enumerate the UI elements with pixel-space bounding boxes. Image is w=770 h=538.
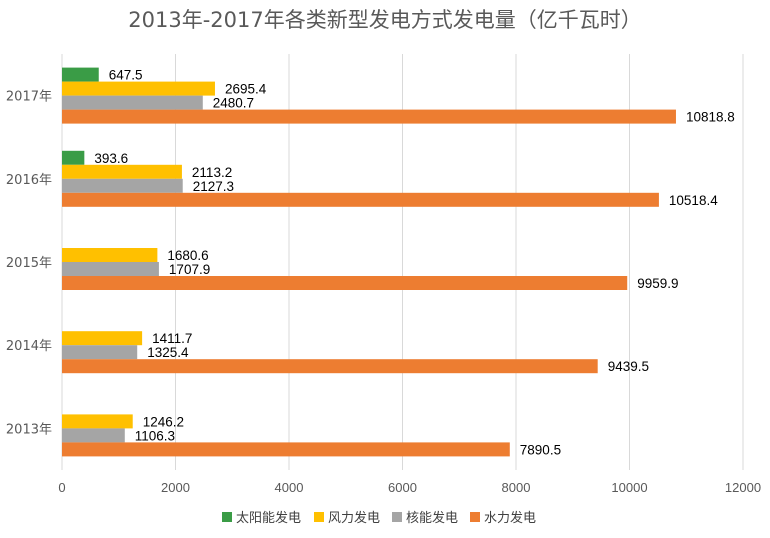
x-tick-label: 0 bbox=[58, 480, 65, 495]
bar bbox=[62, 262, 159, 276]
bar bbox=[62, 81, 215, 96]
x-tick-label: 10000 bbox=[611, 480, 647, 495]
x-tick-label: 2000 bbox=[161, 480, 190, 495]
bar bbox=[62, 192, 659, 207]
y-category-label: 2014年 bbox=[6, 339, 52, 354]
legend: 太阳能发电 风力发电 核能发电 水力发电 bbox=[222, 510, 536, 526]
bar bbox=[62, 178, 183, 193]
legend-label: 太阳能发电 bbox=[236, 510, 301, 526]
data-label: 2695.4 bbox=[225, 82, 267, 97]
legend-item: 水力发电 bbox=[470, 510, 536, 526]
data-label: 9959.9 bbox=[637, 276, 678, 291]
bar bbox=[62, 276, 628, 290]
bar-layer bbox=[62, 67, 676, 457]
x-tick-label: 8000 bbox=[502, 480, 531, 495]
data-label: 10818.8 bbox=[686, 110, 735, 125]
data-label: 1680.6 bbox=[167, 248, 208, 263]
data-label: 1325.4 bbox=[147, 345, 189, 360]
data-label: 2127.3 bbox=[193, 179, 234, 194]
bar bbox=[62, 442, 510, 457]
bar bbox=[62, 414, 133, 429]
bar bbox=[62, 331, 143, 346]
bar bbox=[62, 359, 598, 374]
data-label: 2113.2 bbox=[192, 165, 232, 180]
data-label: 10518.4 bbox=[669, 193, 718, 208]
data-label: 9439.5 bbox=[608, 359, 649, 374]
x-tick-label: 6000 bbox=[388, 480, 417, 495]
data-label: 1707.9 bbox=[169, 262, 210, 277]
legend-swatch bbox=[222, 512, 232, 522]
legend-label: 核能发电 bbox=[406, 510, 458, 526]
bar bbox=[62, 345, 138, 360]
legend-label: 风力发电 bbox=[328, 510, 380, 526]
chart-title: 2013年-2017年各类新型发电方式发电量（亿千瓦时） bbox=[128, 8, 641, 32]
legend-swatch bbox=[314, 512, 324, 522]
axis-layer: 0 2000 4000 6000 8000 10000 12000 2013年 2014年 201… bbox=[6, 90, 761, 495]
data-label: 1246.2 bbox=[143, 414, 184, 429]
bar bbox=[62, 95, 203, 110]
y-category-label: 2013年 bbox=[6, 422, 52, 437]
bar bbox=[62, 67, 99, 82]
data-label: 2480.7 bbox=[213, 96, 254, 111]
legend-swatch bbox=[470, 512, 480, 522]
bar bbox=[62, 150, 85, 165]
data-label: 393.6 bbox=[94, 151, 128, 166]
bar bbox=[62, 248, 158, 262]
data-label: 7890.5 bbox=[520, 442, 561, 457]
x-tick-label: 4000 bbox=[275, 480, 304, 495]
bar bbox=[62, 428, 125, 443]
bar bbox=[62, 109, 676, 124]
legend-item: 风力发电 bbox=[314, 510, 380, 526]
legend-label: 水力发电 bbox=[484, 510, 536, 526]
y-category-label: 2016年 bbox=[6, 173, 52, 188]
legend-item: 核能发电 bbox=[392, 510, 458, 526]
y-category-label: 2017年 bbox=[6, 90, 52, 105]
legend-swatch bbox=[392, 512, 402, 522]
bar bbox=[62, 164, 182, 179]
legend-item: 太阳能发电 bbox=[222, 510, 301, 526]
x-tick-label: 12000 bbox=[725, 480, 761, 495]
data-label: 647.5 bbox=[109, 68, 143, 83]
data-label: 1411.7 bbox=[152, 331, 192, 346]
data-label: 1106.3 bbox=[135, 428, 175, 443]
y-category-label: 2015年 bbox=[6, 256, 52, 271]
